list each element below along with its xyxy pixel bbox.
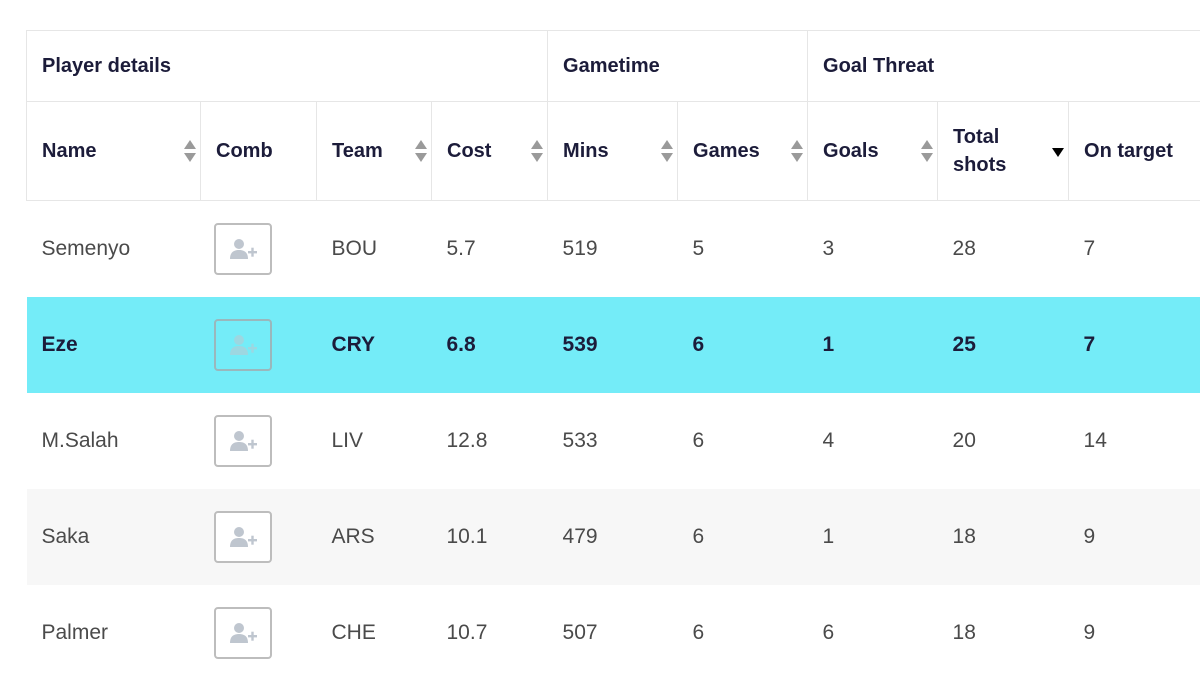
cell-cost: 10.7 bbox=[432, 585, 548, 681]
cell-name: M.Salah bbox=[27, 393, 201, 489]
cell-goals: 1 bbox=[808, 297, 938, 393]
cell-comb bbox=[201, 201, 317, 297]
add-person-icon bbox=[228, 622, 258, 644]
table-body: Semenyo BOU 5.7 519 5 3 28 7 Eze CRY 6.8… bbox=[27, 201, 1200, 681]
sort-arrows-icon[interactable] bbox=[415, 140, 427, 162]
add-person-icon bbox=[228, 238, 258, 260]
cell-games: 6 bbox=[678, 585, 808, 681]
cell-cost: 12.8 bbox=[432, 393, 548, 489]
group-header-row: Player details Gametime Goal Threat bbox=[27, 31, 1200, 102]
cell-name: Saka bbox=[27, 489, 201, 585]
column-header-mins[interactable]: Mins bbox=[548, 102, 678, 201]
cell-mins: 539 bbox=[548, 297, 678, 393]
column-header-games[interactable]: Games bbox=[678, 102, 808, 201]
cell-mins: 533 bbox=[548, 393, 678, 489]
cell-on-target: 9 bbox=[1069, 489, 1200, 585]
cell-name: Semenyo bbox=[27, 201, 201, 297]
sort-arrows-icon[interactable] bbox=[661, 140, 673, 162]
add-person-icon bbox=[228, 526, 258, 548]
cell-comb bbox=[201, 489, 317, 585]
cell-team: CRY bbox=[317, 297, 432, 393]
column-header-on-target[interactable]: On target bbox=[1069, 102, 1200, 201]
cell-games: 6 bbox=[678, 297, 808, 393]
add-to-comparison-button[interactable] bbox=[214, 607, 272, 659]
column-label-games: Games bbox=[693, 137, 807, 165]
add-person-icon bbox=[228, 430, 258, 452]
column-header-team[interactable]: Team bbox=[317, 102, 432, 201]
cell-team: ARS bbox=[317, 489, 432, 585]
cell-games: 6 bbox=[678, 393, 808, 489]
cell-comb bbox=[201, 585, 317, 681]
stats-table-container: Player details Gametime Goal Threat Name… bbox=[26, 30, 1200, 681]
table-row[interactable]: Saka ARS 10.1 479 6 1 18 9 bbox=[27, 489, 1200, 585]
cell-mins: 479 bbox=[548, 489, 678, 585]
column-header-row: Name Comb Team Cost Mins Games Goals Tot… bbox=[27, 102, 1200, 201]
cell-cost: 5.7 bbox=[432, 201, 548, 297]
table-row[interactable]: M.Salah LIV 12.8 533 6 4 20 14 bbox=[27, 393, 1200, 489]
cell-total-shots: 28 bbox=[938, 201, 1069, 297]
cell-goals: 4 bbox=[808, 393, 938, 489]
cell-comb bbox=[201, 393, 317, 489]
add-to-comparison-button[interactable] bbox=[214, 415, 272, 467]
cell-games: 6 bbox=[678, 489, 808, 585]
cell-goals: 1 bbox=[808, 489, 938, 585]
player-stats-table: Player details Gametime Goal Threat Name… bbox=[26, 30, 1200, 681]
cell-comb bbox=[201, 297, 317, 393]
sort-descending-icon[interactable] bbox=[1052, 140, 1064, 162]
group-gametime: Gametime bbox=[548, 31, 808, 102]
column-label-on-target: On target bbox=[1084, 137, 1200, 165]
cell-name: Palmer bbox=[27, 585, 201, 681]
add-to-comparison-button[interactable] bbox=[214, 223, 272, 275]
cell-cost: 6.8 bbox=[432, 297, 548, 393]
cell-mins: 507 bbox=[548, 585, 678, 681]
cell-on-target: 9 bbox=[1069, 585, 1200, 681]
table-row[interactable]: Palmer CHE 10.7 507 6 6 18 9 bbox=[27, 585, 1200, 681]
cell-games: 5 bbox=[678, 201, 808, 297]
column-label-mins: Mins bbox=[563, 137, 677, 165]
group-player-details: Player details bbox=[27, 31, 548, 102]
cell-total-shots: 20 bbox=[938, 393, 1069, 489]
sort-arrows-icon[interactable] bbox=[791, 140, 803, 162]
column-header-goals[interactable]: Goals bbox=[808, 102, 938, 201]
column-label-name: Name bbox=[42, 137, 200, 165]
cell-on-target: 7 bbox=[1069, 201, 1200, 297]
sort-arrows-icon[interactable] bbox=[921, 140, 933, 162]
column-header-cost[interactable]: Cost bbox=[432, 102, 548, 201]
add-person-icon bbox=[228, 334, 258, 356]
sort-arrows-icon[interactable] bbox=[531, 140, 543, 162]
cell-cost: 10.1 bbox=[432, 489, 548, 585]
cell-team: BOU bbox=[317, 201, 432, 297]
cell-total-shots: 25 bbox=[938, 297, 1069, 393]
column-label-comb: Comb bbox=[216, 137, 316, 165]
column-header-comb: Comb bbox=[201, 102, 317, 201]
column-header-name[interactable]: Name bbox=[27, 102, 201, 201]
group-goal-threat: Goal Threat bbox=[808, 31, 1200, 102]
cell-team: CHE bbox=[317, 585, 432, 681]
cell-name: Eze bbox=[27, 297, 201, 393]
cell-on-target: 14 bbox=[1069, 393, 1200, 489]
cell-total-shots: 18 bbox=[938, 489, 1069, 585]
table-row[interactable]: Semenyo BOU 5.7 519 5 3 28 7 bbox=[27, 201, 1200, 297]
cell-goals: 3 bbox=[808, 201, 938, 297]
add-to-comparison-button[interactable] bbox=[214, 511, 272, 563]
sort-arrows-icon[interactable] bbox=[184, 140, 196, 162]
add-to-comparison-button[interactable] bbox=[214, 319, 272, 371]
column-label-total-shots: Total shots bbox=[953, 123, 1068, 179]
cell-goals: 6 bbox=[808, 585, 938, 681]
cell-mins: 519 bbox=[548, 201, 678, 297]
column-header-total-shots[interactable]: Total shots bbox=[938, 102, 1069, 201]
cell-team: LIV bbox=[317, 393, 432, 489]
table-row-highlighted[interactable]: Eze CRY 6.8 539 6 1 25 7 bbox=[27, 297, 1200, 393]
column-label-goals: Goals bbox=[823, 137, 937, 165]
cell-total-shots: 18 bbox=[938, 585, 1069, 681]
cell-on-target: 7 bbox=[1069, 297, 1200, 393]
